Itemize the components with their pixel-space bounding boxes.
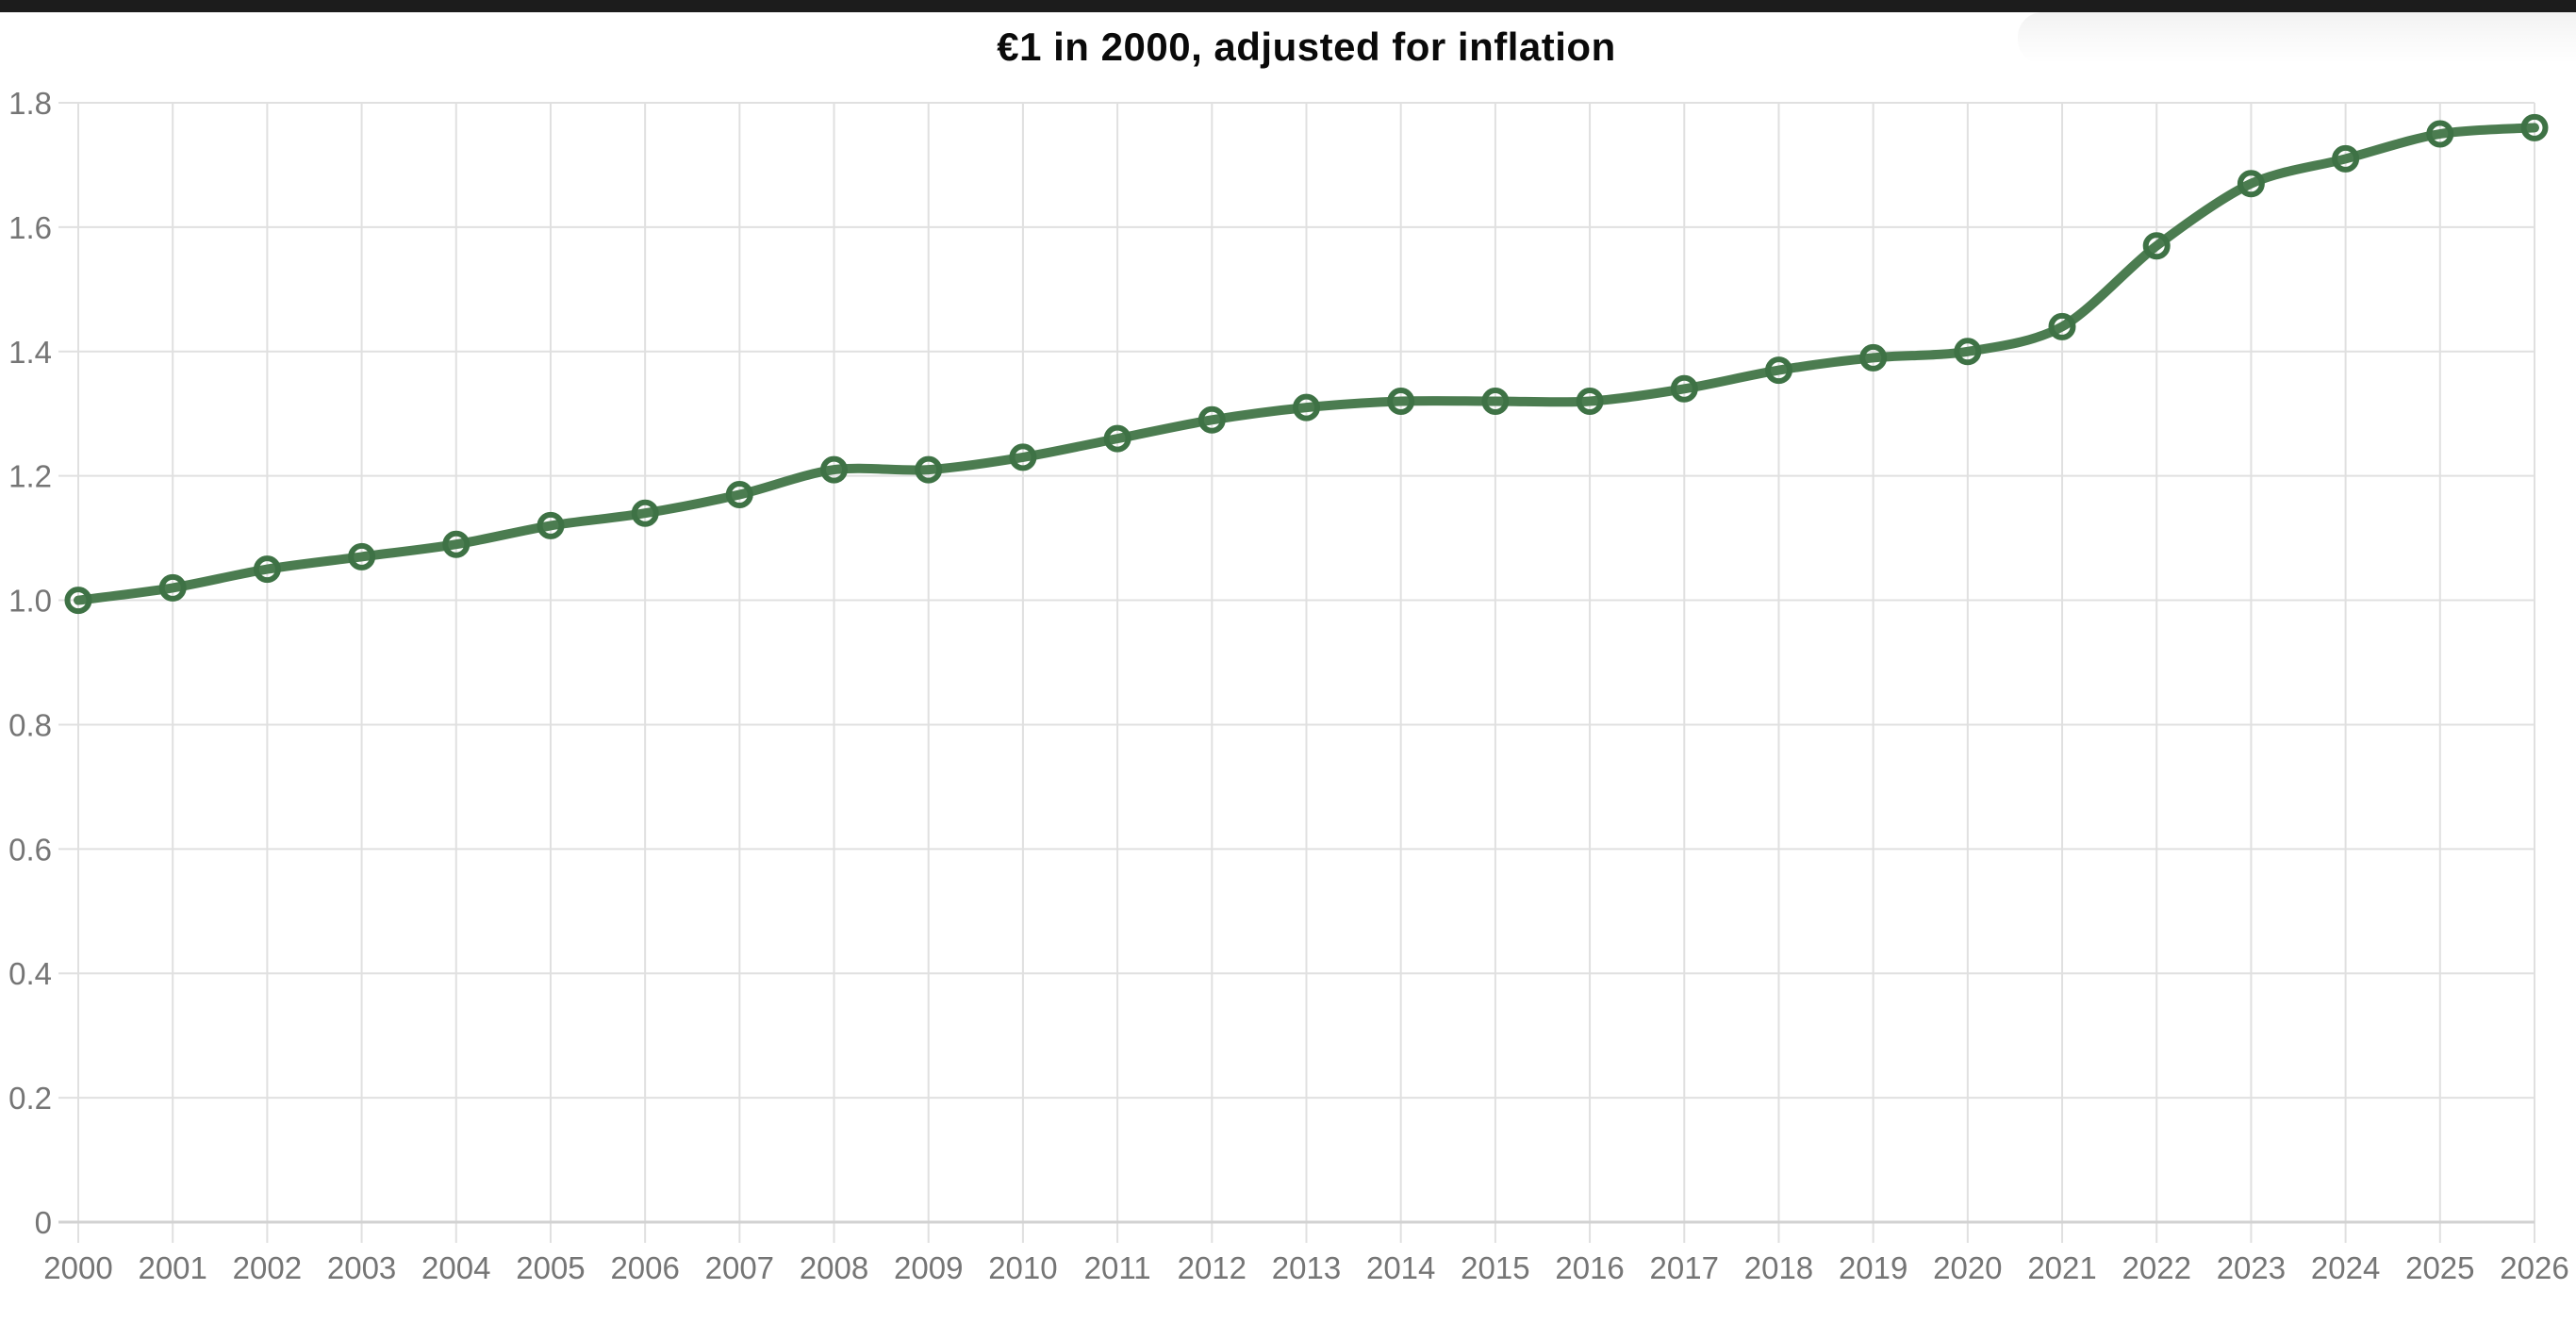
- x-tick-label: 2026: [2500, 1250, 2568, 1285]
- x-tick-label: 2012: [1178, 1250, 1247, 1285]
- data-point-2010[interactable]: [1009, 443, 1037, 471]
- data-points[interactable]: [64, 113, 2549, 615]
- y-tick-label: 0.6: [8, 832, 52, 867]
- x-tick-label: 2022: [2122, 1250, 2191, 1285]
- x-tick-label: 2008: [800, 1250, 868, 1285]
- data-point-2011[interactable]: [1103, 424, 1131, 453]
- x-tick-label: 2015: [1461, 1250, 1529, 1285]
- data-point-2021[interactable]: [2048, 312, 2076, 340]
- y-tick-label: 1.4: [8, 335, 52, 370]
- x-tick-label: 2010: [988, 1250, 1057, 1285]
- data-point-2009[interactable]: [915, 455, 943, 484]
- x-tick-label: 2003: [327, 1250, 396, 1285]
- y-tick-label: 0.4: [8, 956, 52, 991]
- data-point-2020[interactable]: [1954, 338, 1982, 366]
- data-point-2016[interactable]: [1576, 388, 1604, 415]
- data-point-2019[interactable]: [1859, 343, 1888, 372]
- x-tick-label: 2017: [1650, 1250, 1719, 1285]
- data-point-2026[interactable]: [2520, 113, 2549, 141]
- y-tick-label: 0: [35, 1205, 52, 1240]
- data-point-2013[interactable]: [1293, 393, 1320, 422]
- data-point-2018[interactable]: [1765, 356, 1792, 385]
- x-tick-label: 2002: [233, 1250, 302, 1285]
- top-bar: [0, 0, 2576, 12]
- x-tick-label: 2005: [516, 1250, 585, 1285]
- y-tick-label: 1.8: [8, 86, 52, 121]
- data-point-2002[interactable]: [253, 555, 281, 584]
- inflation-series-line: [74, 123, 2539, 605]
- data-point-2004[interactable]: [442, 530, 471, 558]
- y-tick-label: 1.2: [8, 459, 52, 494]
- x-tick-label: 2001: [138, 1250, 206, 1285]
- x-tick-label: 2018: [1744, 1250, 1813, 1285]
- x-tick-label: 2023: [2217, 1250, 2286, 1285]
- data-point-2023[interactable]: [2237, 170, 2265, 198]
- y-tick-label: 1.6: [8, 210, 52, 245]
- data-point-2001[interactable]: [158, 573, 187, 602]
- data-point-2006[interactable]: [631, 499, 659, 527]
- data-point-2007[interactable]: [725, 481, 753, 508]
- data-point-2015[interactable]: [1481, 388, 1510, 415]
- data-point-2014[interactable]: [1387, 388, 1415, 415]
- y-tick-label: 0.8: [8, 707, 52, 742]
- data-point-2024[interactable]: [2332, 144, 2360, 173]
- data-point-2008[interactable]: [820, 455, 848, 484]
- x-axis-labels: 2000 2001 2002 2003 2004 2005 2006 2007 2008 2009…: [43, 1250, 2568, 1285]
- data-point-2000[interactable]: [64, 587, 92, 615]
- x-tick-label: 2009: [894, 1250, 963, 1285]
- x-tick-label: 2019: [1839, 1250, 1907, 1285]
- x-tick-label: 2004: [421, 1250, 490, 1285]
- data-point-2025[interactable]: [2426, 120, 2454, 148]
- x-tick-label: 2025: [2405, 1250, 2474, 1285]
- x-tick-label: 2016: [1555, 1250, 1624, 1285]
- x-tick-label: 2011: [1084, 1250, 1151, 1285]
- data-point-2005[interactable]: [537, 511, 565, 539]
- x-tick-label: 2006: [610, 1250, 679, 1285]
- x-tick-label: 2014: [1366, 1250, 1435, 1285]
- x-tick-label: 2021: [2027, 1250, 2096, 1285]
- x-tick-label: 2020: [1933, 1250, 2002, 1285]
- y-axis-labels: 0 0.2 0.4 0.6 0.8 1.0 1.2 1.4 1.6 1.8: [8, 86, 52, 1240]
- data-point-2012[interactable]: [1197, 405, 1226, 434]
- y-tick-label: 1.0: [8, 584, 52, 619]
- data-point-2017[interactable]: [1670, 374, 1698, 403]
- x-tick-label: 2024: [2311, 1250, 2380, 1285]
- data-point-2022[interactable]: [2142, 232, 2171, 260]
- x-tick-label: 2013: [1272, 1250, 1341, 1285]
- gridlines: [58, 102, 2535, 1243]
- x-tick-label: 2007: [705, 1250, 774, 1285]
- data-point-2003[interactable]: [348, 542, 376, 571]
- x-tick-label: 2000: [43, 1250, 112, 1285]
- y-tick-label: 0.2: [8, 1081, 52, 1116]
- chart-title: €1 in 2000, adjusted for inflation: [997, 25, 1616, 69]
